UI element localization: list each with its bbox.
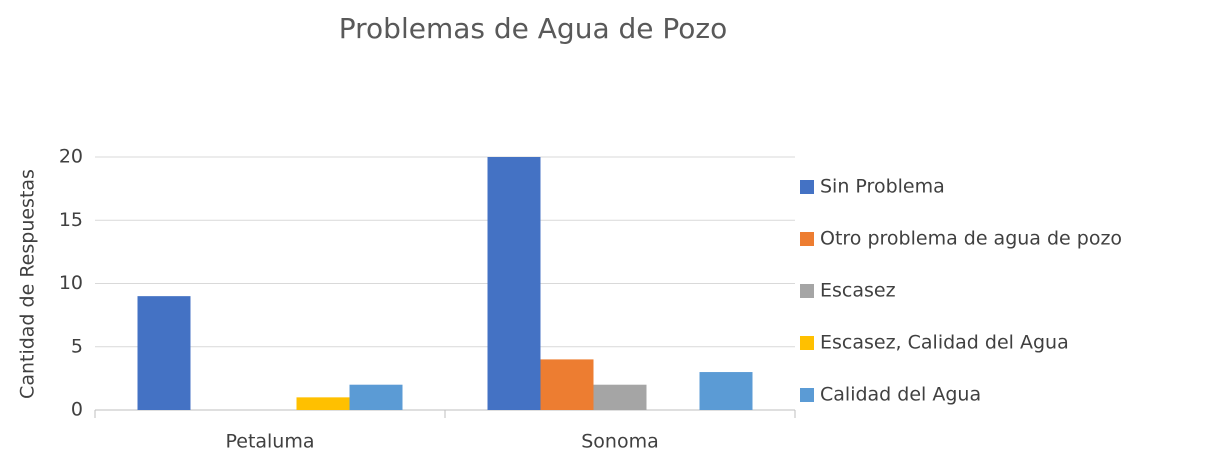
legend-swatch [800,388,814,402]
bar [296,397,350,410]
bar [540,359,594,410]
y-tick-label: 5 [71,335,83,357]
y-tick-label: 15 [59,209,83,231]
x-tick-label: Petaluma [225,431,314,453]
legend-label: Otro problema de agua de pozo [820,228,1122,250]
chart-title: Problemas de Agua de Pozo [339,12,728,45]
bar [349,384,403,410]
legend-label: Sin Problema [820,176,945,198]
legend-label: Calidad del Agua [820,384,981,406]
bar [593,384,647,410]
legend-swatch [800,336,814,350]
bar [699,372,753,410]
bar [137,296,191,410]
legend-swatch [800,232,814,246]
y-tick-label: 20 [59,146,83,168]
legend-swatch [800,180,814,194]
legend-swatch [800,284,814,298]
y-axis-label: Cantidad de Respuestas [17,169,39,399]
y-tick-label: 0 [71,399,83,421]
bar [487,157,541,410]
y-tick-label: 10 [59,272,83,294]
x-tick-label: Sonoma [581,431,659,453]
legend-label: Escasez [820,280,896,302]
legend-label: Escasez, Calidad del Agua [820,332,1069,354]
